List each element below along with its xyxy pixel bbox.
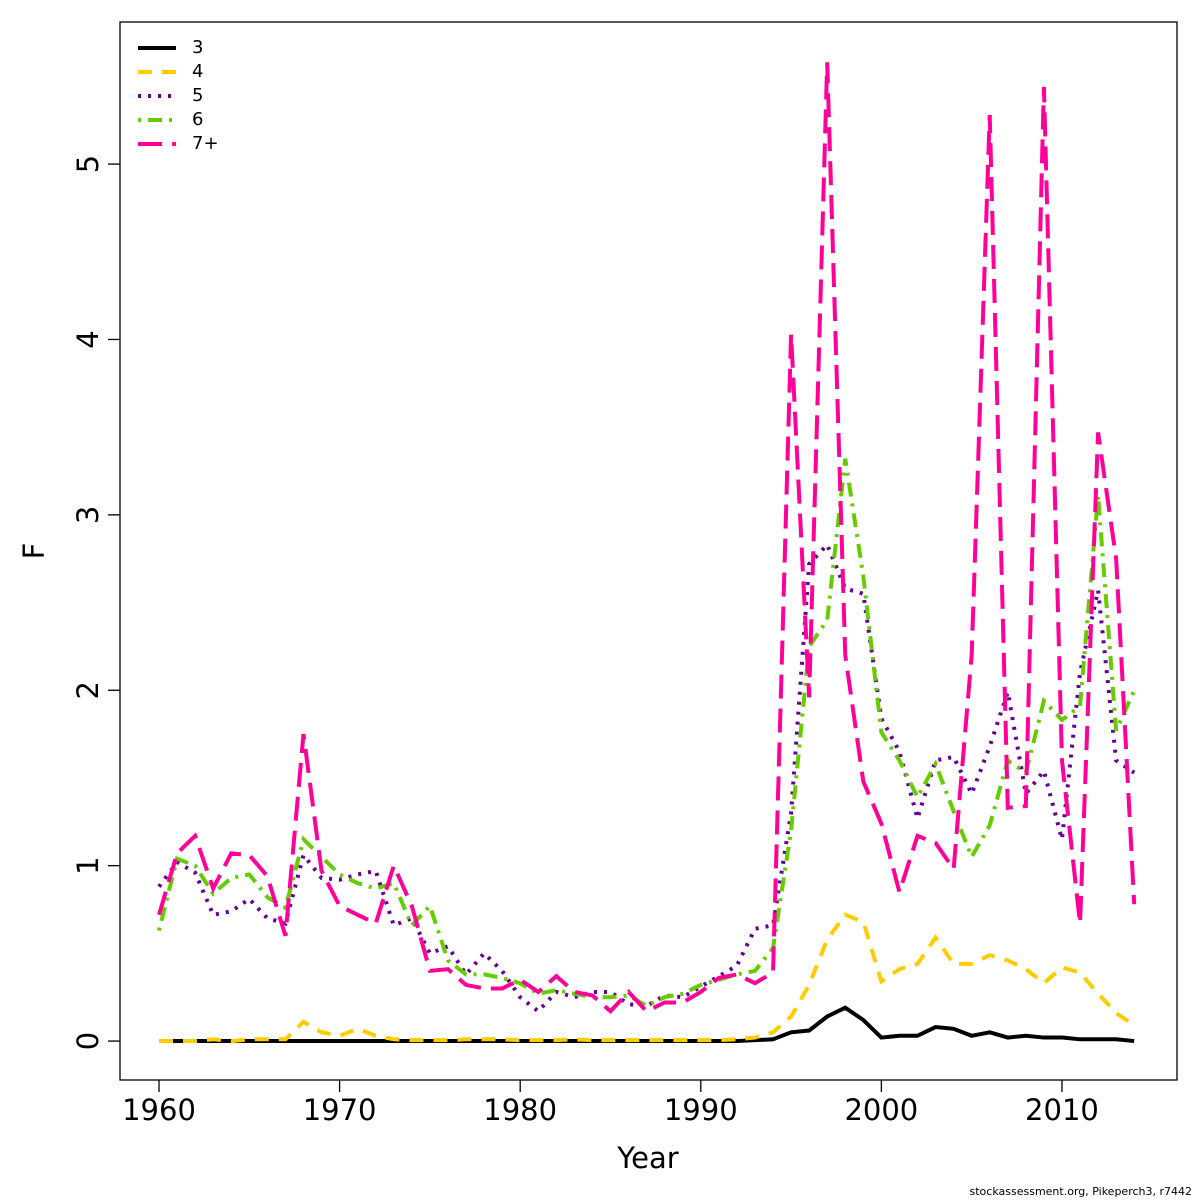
legend-label: 3 xyxy=(192,37,203,58)
x-axis-label: Year xyxy=(616,1141,678,1175)
x-tick-label: 1960 xyxy=(122,1093,196,1127)
x-tick-label: 2010 xyxy=(1025,1093,1099,1127)
legend-label: 5 xyxy=(192,85,203,106)
y-tick-label: 5 xyxy=(71,155,105,173)
series-line xyxy=(157,458,1137,1009)
x-tick-label: 1970 xyxy=(303,1093,377,1127)
legend-label: 7+ xyxy=(192,133,219,154)
series-line xyxy=(157,541,1136,1014)
y-tick-label: 4 xyxy=(71,330,105,348)
source-note: stockassessment.org, Pikeperch3, r7442 xyxy=(970,1185,1192,1198)
legend-label: 6 xyxy=(192,109,203,130)
series-line xyxy=(157,62,1137,1015)
y-tick-label: 1 xyxy=(71,856,105,874)
y-axis-label: F xyxy=(17,543,51,560)
y-tick-label: 3 xyxy=(71,506,105,524)
y-tick-label: 2 xyxy=(71,681,105,699)
series-line xyxy=(159,1005,1135,1044)
series-line xyxy=(159,912,1136,1044)
x-tick-label: 1980 xyxy=(483,1093,557,1127)
x-tick-label: 1990 xyxy=(664,1093,738,1127)
y-tick-label: 0 xyxy=(71,1032,105,1050)
legend-label: 4 xyxy=(192,61,203,82)
x-tick-label: 2000 xyxy=(844,1093,918,1127)
plot-frame xyxy=(119,21,1178,1081)
